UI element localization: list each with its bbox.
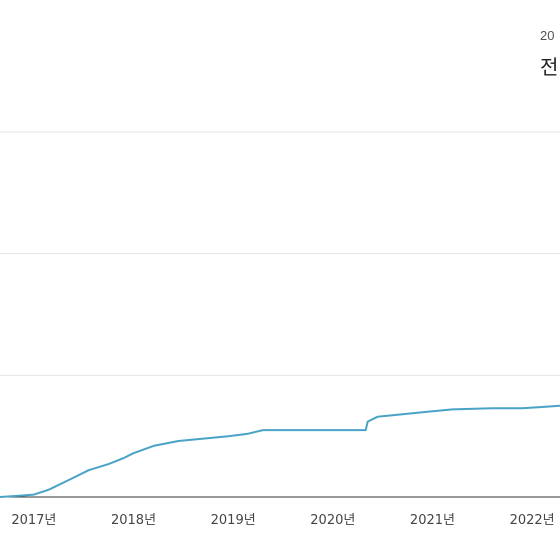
x-tick-label: 2022년 [510,513,555,528]
series-line-0 [0,404,560,498]
x-tick-label: 2021년 [410,513,455,528]
gridlines [0,131,560,376]
hover-tooltip: 20 전 [540,28,558,80]
series-layer [0,404,560,498]
tooltip-date: 20 [540,28,555,43]
x-tick-label: 2020년 [310,513,355,528]
x-tick-label: 2019년 [211,513,256,528]
tooltip-label: 전 [540,55,559,79]
x-tick-label: 2017년 [11,513,56,528]
x-tick-labels: 2017년 2018년 2019년 2020년 2021년 2022년 [11,513,554,528]
x-tick-label: 2018년 [111,513,156,528]
